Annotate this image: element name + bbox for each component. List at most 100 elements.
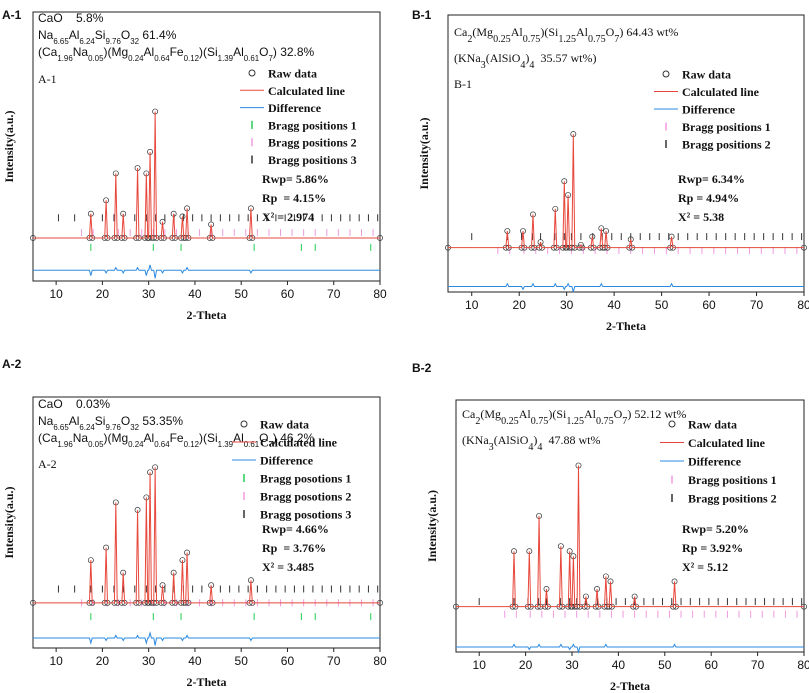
y-axis-label: Intensity(a.u.) [417,117,431,189]
fit-stat: Rp = 4.94% [678,191,739,205]
legend-label: Calculated line [682,85,760,99]
legend-label: Calculated line [268,84,346,98]
legend-label: Difference [260,454,314,468]
fit-stat: Rp = 3.76% [262,541,326,555]
y-axis-label: Intensity(a.u.) [2,486,16,558]
panel: A-2 CaO 0.03% Na6.65Al6.24Si9.76O32 53.35%… [2,357,387,689]
panel: B-1 Ca2(Mg0.25Al0.75)(Si1.25Al0.75O7) 64.… [412,8,809,333]
panel: A-1 CaO 5.8% Na6.65Al6.24Si9.76O32 61.4%(C… [2,8,387,322]
x-tick-label: 40 [612,658,626,672]
plot-frame [447,14,805,293]
legend-label: Bragg positions 2 [268,136,357,150]
x-tick-label: 10 [473,658,487,672]
legend-label: Bragg positions 1 [268,118,357,132]
x-tick-label: 70 [327,654,341,668]
x-tick-label: 20 [513,298,527,312]
phase-label: (KNa3(AlSiO4)4 35.57 wt%) [454,51,596,71]
phase-label: (KNa3(AlSiO4)4 47.88 wt% [462,433,600,453]
phase-label: CaO 0.03% [38,397,110,411]
x-tick-label: 30 [142,654,156,668]
x-tick-label: 30 [142,287,156,301]
plot-frame [32,11,381,282]
x-tick-label: 80 [373,654,387,668]
legend-label: Raw data [688,418,737,432]
x-tick-label: 40 [188,654,202,668]
x-tick-label: 70 [327,287,341,301]
legend-label: Bragg posotions 1 [260,472,351,486]
legend-label: Raw data [682,68,731,82]
panel-label: A-2 [38,457,57,471]
legend-label: Raw data [260,418,309,432]
phase-label: (Ca1.96Na0.05)(Mg0.24Al0.64Fe0.12)(Si1.3… [38,431,315,449]
series-line [448,282,804,293]
x-tick-label: 40 [607,298,621,312]
legend-label: Difference [688,455,742,469]
x-axis-label: 2-Theta [187,675,227,689]
fit-stat: X² = 3.485 [262,560,314,574]
legend-label: Bragg posotions 3 [260,508,351,522]
panel: B-2 Ca2(Mg0.25Al0.75)(Si1.25Al0.75O7) 52.… [412,361,809,693]
legend-marker [668,420,676,428]
x-tick-label: 50 [655,298,669,312]
series-line [448,134,804,249]
x-tick-label: 40 [188,287,202,301]
series-line [33,467,380,604]
panel-label: B-1 [454,77,472,91]
x-tick-label: 50 [235,287,249,301]
legend-marker [662,70,670,78]
panel-label: A-1 [38,72,57,86]
x-tick-label: 80 [373,287,387,301]
plot-frame [455,399,805,653]
x-tick-label: 20 [96,287,110,301]
legend-label: Bragg positions 1 [682,120,771,134]
panel-title: B-1 [412,8,432,22]
x-tick-label: 70 [750,298,764,312]
legend-label: Bragg positions 2 [688,492,777,506]
legend-marker [240,420,248,428]
fit-stat: X² = 2.974 [262,210,314,224]
phase-label: Ca2(Mg0.25Al0.75)(Si1.25Al0.75O7) 52.12 … [462,407,686,427]
legend-label: Bragg posotions 2 [260,490,351,504]
legend-label: Bragg positions 3 [268,153,357,167]
series-line [33,264,380,279]
raw-point [577,241,584,248]
fit-stat: Rwp= 5.20% [682,522,749,536]
fit-stat: X² = 5.12 [682,560,728,574]
x-tick-label: 20 [96,654,110,668]
fit-stat: Rwp= 4.66% [262,522,329,536]
phase-label: (Ca1.96Na0.05)(Mg0.24Al0.64Fe0.12)(Si1.3… [38,45,315,63]
fit-stat: Rp = 3.92% [682,541,743,555]
x-tick-label: 20 [519,658,533,672]
x-tick-label: 80 [797,658,809,672]
x-tick-label: 60 [702,298,716,312]
legend-label: Difference [682,103,736,117]
x-tick-label: 70 [751,658,765,672]
legend-label: Raw data [268,67,317,81]
legend-marker [248,69,256,77]
raw-point [537,239,544,246]
panel-title: B-2 [412,361,432,375]
legend-label: Bragg positions 2 [682,138,771,152]
x-tick-label: 30 [560,298,574,312]
series-line [33,111,380,239]
legend-label: Difference [268,101,322,115]
x-axis-label: 2-Theta [610,679,650,693]
fit-stat: X² = 5.38 [678,210,724,224]
series-line [33,631,380,646]
x-tick-label: 60 [705,658,719,672]
panel-title: A-1 [2,8,22,22]
phase-label: Na6.65Al6.24Si9.76O32 61.4% [38,28,177,46]
fit-stat: Rp = 4.15% [262,191,326,205]
legend-label: Calculated line [688,436,766,450]
plot-frame [32,396,381,649]
legend-label: Bragg positions 1 [688,473,777,487]
phase-label: Na6.65Al6.24Si9.76O32 53.35% [38,414,183,432]
y-axis-label: Intensity(a.u.) [425,490,439,562]
series-line [456,643,804,654]
phase-label: CaO 5.8% [38,11,104,25]
x-tick-label: 50 [658,658,672,672]
x-tick-label: 10 [49,287,63,301]
fit-stat: Rwp= 5.86% [262,172,329,186]
x-tick-label: 80 [797,298,809,312]
